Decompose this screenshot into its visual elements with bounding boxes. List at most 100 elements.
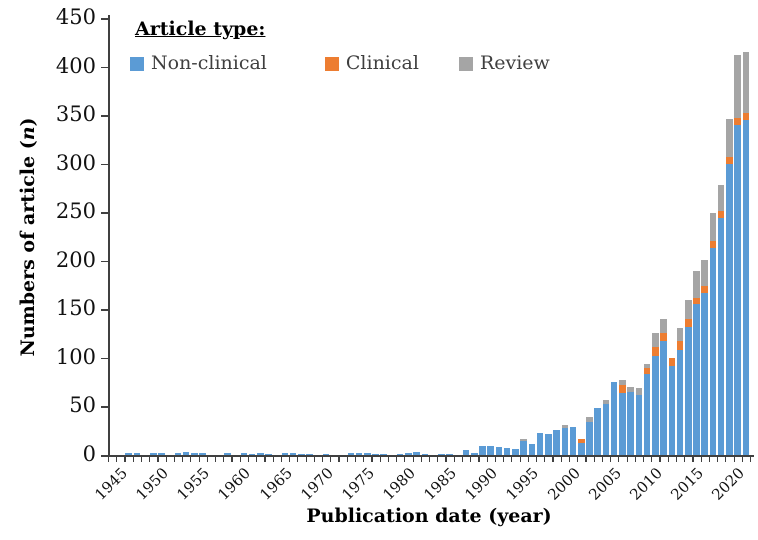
bar-1997-non-clinical	[536, 432, 544, 455]
bar-1968-non-clinical	[298, 454, 305, 455]
bar-2015-clinical	[684, 319, 692, 327]
bar-1947-non-clinical	[125, 453, 132, 455]
bar-2015-review	[684, 299, 692, 320]
y-tick-label: 250	[55, 199, 96, 224]
x-tick	[659, 456, 661, 462]
x-tick	[634, 456, 636, 462]
bar-2019-review	[717, 185, 725, 212]
bar-1995-review	[520, 439, 527, 442]
bar-1969-non-clinical	[306, 454, 313, 455]
bar-2001	[569, 426, 577, 455]
x-tick	[346, 456, 348, 462]
x-tick	[461, 456, 464, 462]
x-tick	[593, 456, 595, 462]
bar-1954	[182, 452, 190, 455]
y-axis-title: Numbers of article (n)	[17, 107, 39, 367]
bar-1950-non-clinical	[149, 453, 157, 455]
x-tick	[453, 456, 455, 462]
x-tick	[601, 456, 604, 462]
y-axis-title-text: Numbers of article (	[17, 140, 39, 357]
x-tick	[404, 456, 406, 462]
x-tick	[363, 456, 365, 462]
x-tick	[503, 456, 505, 462]
bar-1983	[421, 454, 429, 455]
legend-item-clinical: Clinical	[324, 54, 419, 73]
bar-1992-non-clinical	[495, 447, 503, 455]
bar-2019-clinical	[717, 211, 725, 219]
bar-1974-non-clinical	[347, 453, 355, 455]
bar-2020	[726, 119, 733, 455]
x-tick	[124, 456, 126, 462]
bar-2010-review	[643, 363, 651, 368]
x-tick	[470, 456, 472, 462]
bar-2010	[643, 363, 651, 455]
bar-1976	[363, 453, 371, 455]
bar-1977	[372, 454, 379, 455]
x-tick	[552, 456, 554, 462]
bar-1995	[520, 439, 527, 455]
x-tick	[206, 456, 208, 462]
x-tick	[412, 456, 414, 462]
y-tick-label: 50	[69, 393, 96, 418]
x-tick	[379, 456, 381, 462]
bar-1998-non-clinical	[545, 433, 552, 455]
bar-1969	[306, 454, 313, 455]
x-tick	[651, 456, 653, 462]
bar-1994-non-clinical	[512, 449, 519, 455]
x-tick	[511, 456, 513, 462]
bar-1963	[256, 453, 264, 455]
x-tick	[149, 456, 151, 462]
legend-item-non-clinical: Non-clinical	[130, 54, 267, 73]
x-tick-label: 1970	[296, 464, 337, 504]
bar-1951	[158, 453, 165, 455]
bar-1986-non-clinical	[446, 454, 453, 455]
bar-2016	[693, 271, 700, 455]
bar-1961-non-clinical	[240, 453, 248, 455]
x-tick	[313, 456, 315, 462]
x-tick	[420, 456, 422, 462]
bar-2008	[627, 387, 634, 455]
bar-1964	[265, 454, 272, 455]
y-axis-title-close: )	[17, 117, 39, 127]
x-tick	[157, 456, 159, 462]
y-tick	[101, 115, 108, 117]
x-tick	[610, 456, 612, 462]
bar-1992	[495, 447, 503, 455]
x-tick	[338, 456, 340, 462]
x-tick	[198, 456, 200, 462]
x-tick-label: 2005	[584, 464, 625, 504]
bar-2019-non-clinical	[717, 218, 725, 455]
bar-2017-non-clinical	[701, 292, 709, 455]
x-tick	[478, 456, 480, 462]
x-tick	[675, 456, 678, 462]
y-tick	[101, 406, 108, 408]
bar-1988-non-clinical	[462, 450, 470, 455]
y-axis-title-italic-n: n	[17, 126, 39, 141]
x-tick	[568, 456, 571, 462]
x-tick-label: 1990	[461, 464, 502, 504]
bar-1999-non-clinical	[553, 429, 560, 455]
y-tick	[101, 66, 108, 69]
x-tick	[272, 456, 274, 462]
bar-2007-non-clinical	[619, 392, 626, 455]
bar-1966-non-clinical	[281, 453, 289, 455]
bar-1962-non-clinical	[248, 454, 256, 455]
bar-2012-clinical	[660, 332, 667, 342]
bar-2007-review	[619, 380, 626, 386]
bar-2017-clinical	[701, 286, 709, 293]
x-tick	[280, 456, 283, 462]
x-tick	[684, 456, 686, 462]
bar-1956-non-clinical	[199, 453, 206, 455]
x-tick	[725, 456, 727, 462]
bar-1956	[199, 453, 206, 455]
bar-2011-clinical	[652, 347, 659, 356]
bar-1966	[281, 453, 289, 455]
bar-1955-non-clinical	[191, 453, 198, 455]
bar-2008-non-clinical	[627, 391, 634, 455]
legend-label-review: Review	[479, 52, 550, 74]
bar-1995-non-clinical	[520, 441, 527, 455]
bar-2005-review	[602, 399, 610, 404]
bar-2011-non-clinical	[652, 355, 659, 455]
x-tick	[165, 456, 167, 462]
bar-2018-review	[709, 213, 717, 242]
